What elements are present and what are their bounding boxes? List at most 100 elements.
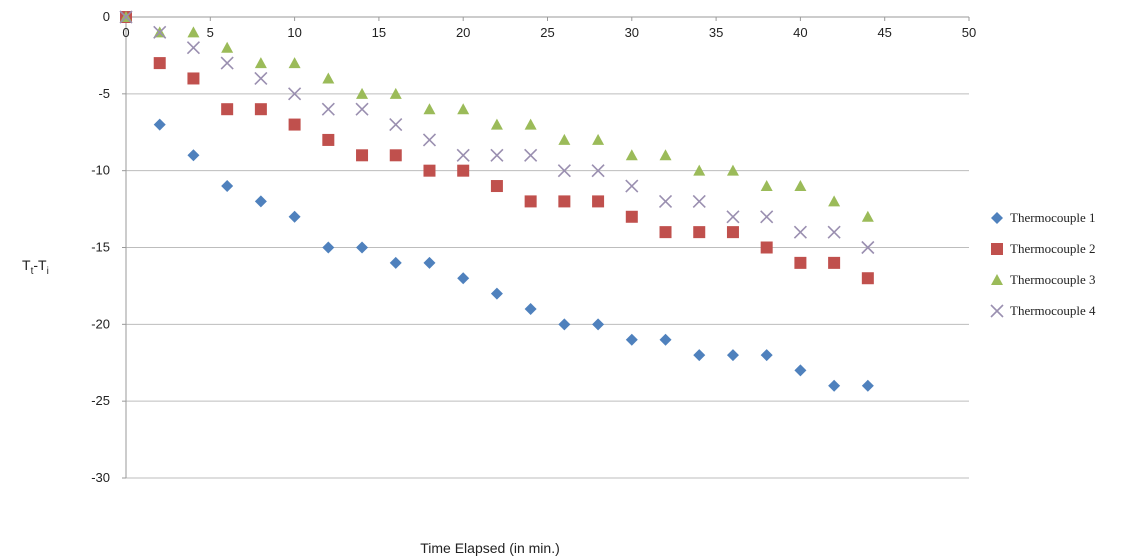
data-point [827,225,841,239]
data-point [659,333,672,346]
data-point [356,241,369,254]
data-point [221,41,234,53]
data-point-stroke [692,194,706,208]
data-point [760,241,773,254]
y-axis-title: Tt-Ti [22,257,49,277]
x-tick-label: 15 [372,25,386,40]
data-point [861,240,875,255]
data-point [625,179,639,193]
data-point [153,118,166,131]
data-point-stroke [456,148,470,162]
data-point [658,194,673,208]
data-point-stroke [153,25,167,39]
data-point [524,195,537,208]
legend-item: Thermocouple 4 [990,303,1096,318]
legend-label: Thermocouple 2 [1010,241,1096,256]
data-point [423,103,436,115]
data-point [861,379,874,392]
data-point [861,210,874,222]
data-point [625,149,638,161]
data-point-stroke [591,164,605,178]
data-point [693,349,706,362]
data-point [659,149,672,161]
data-point-stroke [490,148,504,162]
data-point [828,379,841,392]
data-point [592,133,605,145]
data-point [186,41,201,55]
data-point [794,364,807,377]
data-point [760,180,773,192]
y-tick-label: -15 [91,240,110,255]
data-point [423,256,436,269]
data-point [693,164,706,176]
data-point [794,180,807,192]
ticks-layer: 0 5 10 15 20 25 30 35 40 45 50 0 -5 -10 -15 -20 -25 -30 [91,9,976,485]
data-point [726,226,739,239]
series-1 [120,11,874,392]
data-point [592,195,605,208]
y-tick-label: -30 [91,470,110,485]
data-point [592,318,605,331]
data-point-stroke [288,87,302,101]
data-point [254,57,267,69]
x-tick-label: 40 [793,25,807,40]
x-tick-label: 10 [287,25,301,40]
data-point [659,226,672,239]
data-point-stroke [119,10,133,24]
data-point [389,256,402,269]
legend-marker [991,212,1003,224]
data-point [861,272,874,285]
data-point [625,333,638,346]
grid-layer [126,93,969,479]
x-tick-label: 25 [540,25,554,40]
data-point [558,318,571,331]
data-point [524,302,537,315]
legend-item: Thermocouple 1 [991,210,1096,225]
data-point [221,180,234,193]
data-point [490,287,503,300]
data-point-stroke [760,210,774,224]
data-point [457,164,470,177]
data-point-stroke [827,225,841,239]
data-point [793,225,807,239]
data-point-stroke [389,118,403,132]
x-axis-title: Time Elapsed (in min.) [420,540,560,556]
data-point-stroke [254,71,268,86]
data-point [828,195,841,207]
legend-marker-stroke [990,304,1004,318]
data-point [490,180,503,193]
data-point-stroke [861,240,875,255]
x-tick-label: 45 [877,25,891,40]
data-point [794,256,807,269]
data-point [288,57,301,69]
data-point [490,148,504,162]
data-point [187,72,200,85]
data-point [557,164,571,178]
series-2 [120,11,874,285]
data-point-stroke [793,225,807,239]
data-point [389,87,402,99]
data-point [288,118,301,131]
y-tick-label: -10 [91,163,110,178]
data-point [558,133,571,145]
data-point [423,164,436,177]
data-point-stroke [422,133,437,147]
legend-label: Thermocouple 4 [1010,303,1096,318]
data-point [355,102,369,116]
data-point [726,349,739,362]
data-point-stroke [658,194,673,208]
data-point [187,26,200,38]
data-point [322,72,335,84]
data-point [726,164,739,176]
data-point-stroke [355,102,369,116]
data-point [356,87,369,99]
data-point [288,210,301,223]
data-point [558,195,571,208]
x-tick-label: 50 [962,25,976,40]
x-tick-label: 30 [625,25,639,40]
data-point-stroke [321,102,335,116]
data-point [524,118,537,130]
legend-item: Thermocouple 3 [991,272,1096,287]
data-point [220,56,234,70]
